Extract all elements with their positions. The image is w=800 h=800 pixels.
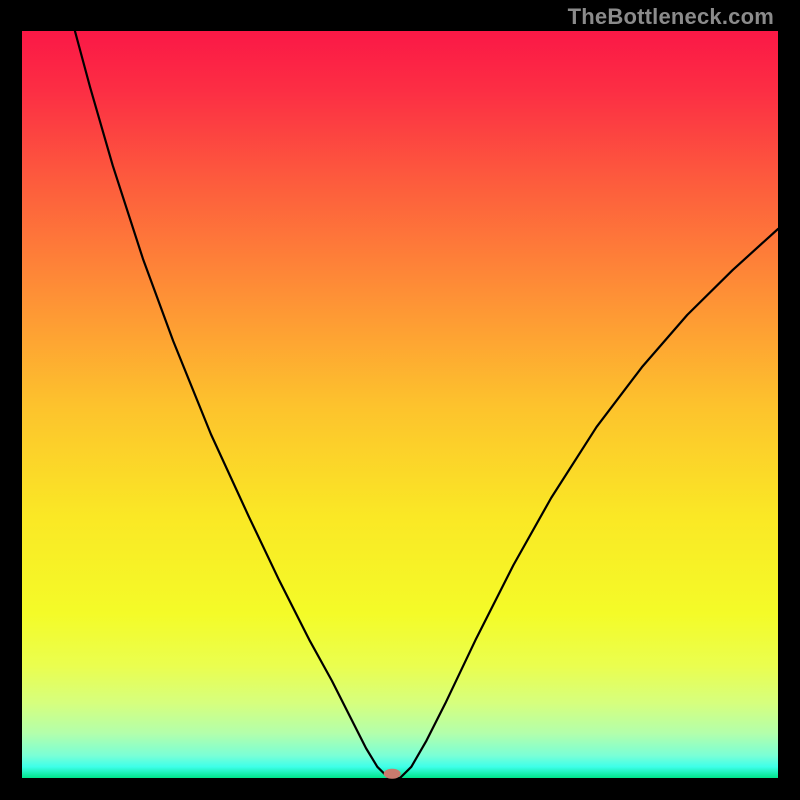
watermark-text: TheBottleneck.com bbox=[568, 4, 774, 30]
plot-area bbox=[22, 31, 778, 778]
bottleneck-curve bbox=[22, 31, 778, 778]
chart-frame: TheBottleneck.com bbox=[0, 0, 800, 800]
